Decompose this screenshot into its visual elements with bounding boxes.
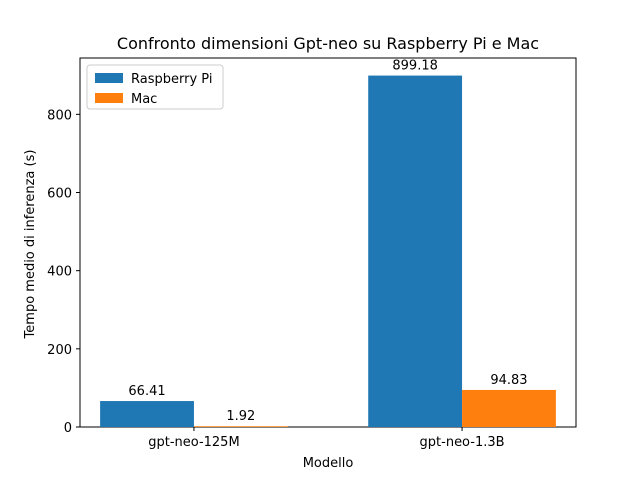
x-axis: gpt-neo-125M gpt-neo-1.3B: [148, 427, 505, 450]
y-tick-label: 200: [47, 343, 72, 358]
x-tick-label: gpt-neo-125M: [148, 435, 239, 450]
y-tick-label: 0: [64, 421, 72, 436]
y-axis: 0 200 400 600 800: [47, 108, 80, 436]
plot-frame: [79, 57, 577, 428]
data-label: 94.83: [490, 373, 527, 388]
plot-area: [79, 57, 577, 428]
y-tick-label: 400: [47, 265, 72, 280]
bars-group: [100, 75, 556, 427]
data-label: 899.18: [392, 59, 438, 74]
data-label: 1.92: [226, 409, 255, 424]
x-tick-label: gpt-neo-1.3B: [420, 435, 505, 450]
bar-mac-gpt-neo-1.3B: [462, 389, 556, 427]
bar-raspberry-pi-gpt-neo-125M: [100, 401, 194, 427]
y-axis-label: Tempo medio di inferenza (s): [23, 150, 38, 340]
data-label: 66.41: [128, 384, 165, 399]
data-labels-group: 66.41 899.18 1.92 94.83: [128, 59, 527, 425]
x-axis-label: Modello: [303, 456, 354, 471]
legend-label: Raspberry Pi: [131, 72, 212, 87]
legend-label: Mac: [131, 92, 157, 107]
bar-raspberry-pi-gpt-neo-1.3B: [368, 75, 463, 427]
bar-mac-gpt-neo-125M: [193, 426, 288, 427]
legend: Raspberry Pi Mac: [86, 64, 224, 110]
legend-swatch: [95, 93, 123, 103]
legend-swatch: [95, 73, 123, 83]
y-tick-label: 800: [47, 108, 72, 123]
chart-title: Confronto dimensioni Gpt-neo su Raspberr…: [117, 34, 539, 53]
y-tick-label: 600: [47, 187, 72, 202]
